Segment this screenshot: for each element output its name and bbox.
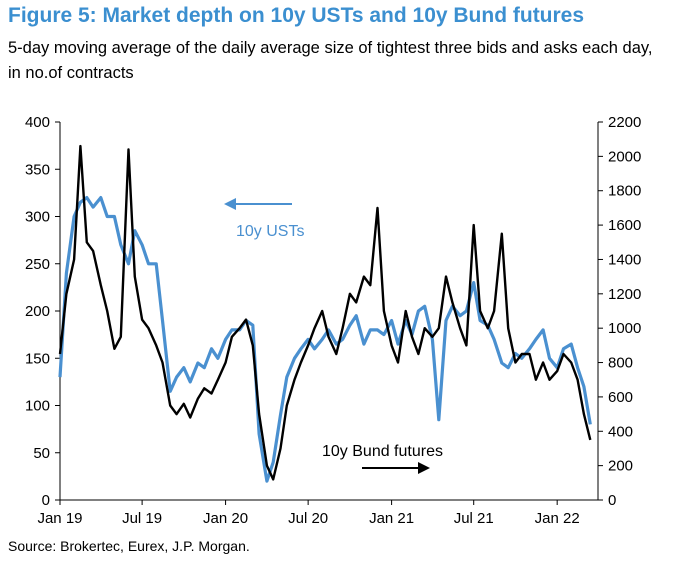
x-tick-label: Jul 20 <box>288 510 328 527</box>
y-left-tick-label: 300 <box>25 209 50 226</box>
x-tick-label: Jan 22 <box>535 510 580 527</box>
y-right-tick-label: 800 <box>608 355 633 372</box>
y-right-tick-label: 1400 <box>608 251 641 268</box>
y-left-tick-label: 50 <box>33 445 50 462</box>
chart-title: Figure 5: Market depth on 10y USTs and 1… <box>8 4 585 27</box>
y-right-tick-label: 200 <box>608 458 633 475</box>
x-tick-label: Jan 19 <box>37 510 82 527</box>
x-tick-label: Jan 20 <box>203 510 248 527</box>
x-tick-label: Jul 21 <box>454 510 494 527</box>
y-right-tick-label: 1000 <box>608 320 641 337</box>
ust-arrow-head <box>224 198 236 210</box>
y-right-tick-label: 0 <box>608 492 616 509</box>
chart-subtitle: 5-day moving average of the daily averag… <box>8 39 653 82</box>
ust-annotation-label: 10y USTs <box>236 223 304 240</box>
y-right-tick-label: 1800 <box>608 183 641 200</box>
bund-arrow-head <box>418 462 430 474</box>
y-left-tick-label: 250 <box>25 256 50 273</box>
bund-annotation-label: 10y Bund futures <box>322 443 443 460</box>
series-line-bund <box>58 144 592 481</box>
y-left-tick-label: 200 <box>25 303 50 320</box>
y-left-tick-label: 400 <box>25 114 50 131</box>
y-left-tick-label: 150 <box>25 350 50 367</box>
x-tick-label: Jul 19 <box>122 510 162 527</box>
y-right-tick-label: 400 <box>608 423 633 440</box>
y-left-tick-label: 0 <box>42 492 50 509</box>
y-right-tick-label: 1600 <box>608 217 641 234</box>
y-right-tick-label: 2000 <box>608 148 641 165</box>
series-line-ust <box>58 196 592 483</box>
y-left-tick-label: 350 <box>25 161 50 178</box>
y-left-tick-label: 100 <box>25 398 50 415</box>
x-tick-label: Jan 21 <box>369 510 414 527</box>
y-right-tick-label: 600 <box>608 389 633 406</box>
y-right-tick-label: 2200 <box>608 114 641 131</box>
y-right-tick-label: 1200 <box>608 286 641 303</box>
source-note: Source: Brokertec, Eurex, J.P. Morgan. <box>8 538 250 554</box>
